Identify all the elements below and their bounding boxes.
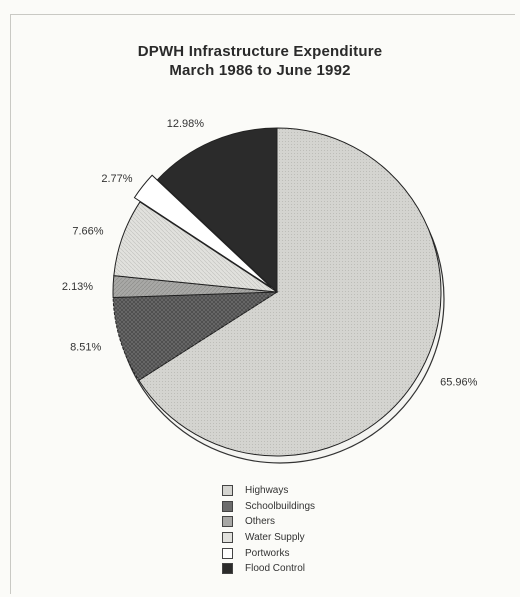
- slice-label-portworks: 2.77%: [101, 173, 132, 185]
- legend-swatch-water-supply: [222, 532, 233, 544]
- legend-item-flood-control: Flood Control: [222, 561, 315, 577]
- legend-label-portworks: Portworks: [245, 547, 290, 559]
- slice-label-highways: 65.96%: [440, 376, 478, 388]
- slice-label-water-supply: 7.66%: [72, 226, 103, 238]
- legend-swatch-flood-control: [222, 563, 233, 575]
- legend-label-water-supply: Water Supply: [245, 532, 305, 544]
- legend-label-schoolbuildings: Schoolbuildings: [245, 500, 316, 512]
- slice-label-schoolbuildings: 8.51%: [70, 342, 101, 354]
- legend-swatch-schoolbuildings: [222, 500, 233, 512]
- legend-item-schoolbuildings: Schoolbuildings: [222, 499, 315, 515]
- legend-item-others: Others: [222, 514, 315, 530]
- legend-swatch-highways: [222, 485, 233, 497]
- legend-label-highways: Highways: [245, 485, 289, 497]
- legend-label-others: Others: [245, 516, 276, 528]
- legend-swatch-portworks: [222, 547, 233, 559]
- pie-labels: 65.96% 8.51% 2.13% 7.66% 2.77% 12.98%: [62, 118, 478, 388]
- pie-slice-portworks: [133, 174, 272, 289]
- chart-title: DPWH Infrastructure Expenditure: [137, 43, 383, 60]
- pie-slice-highways: [138, 127, 442, 457]
- legend-item-highways: Highways: [222, 483, 315, 499]
- legend: Highways Schoolbuildings Others Water Suppl…: [222, 483, 315, 577]
- pie-slice-schoolbuildings: [112, 291, 279, 381]
- slice-label-flood-control: 12.98%: [167, 118, 205, 130]
- page-border-top: [10, 14, 515, 15]
- legend-swatch-others: [222, 516, 233, 528]
- legend-item-portworks: Portworks: [222, 545, 315, 561]
- pie-slice-flood-control: [156, 127, 278, 294]
- pie-slices: [112, 127, 445, 464]
- slice-label-others: 2.13%: [62, 281, 93, 293]
- page-border-left: [10, 14, 11, 594]
- chart-title-block: DPWH Infrastructure Expenditure March 19…: [0, 42, 520, 80]
- legend-label-flood-control: Flood Control: [245, 563, 306, 575]
- pie-slice-water-supply: [113, 201, 278, 293]
- legend-item-water-supply: Water Supply: [222, 530, 315, 546]
- chart-subtitle: March 1986 to June 1992: [169, 62, 351, 79]
